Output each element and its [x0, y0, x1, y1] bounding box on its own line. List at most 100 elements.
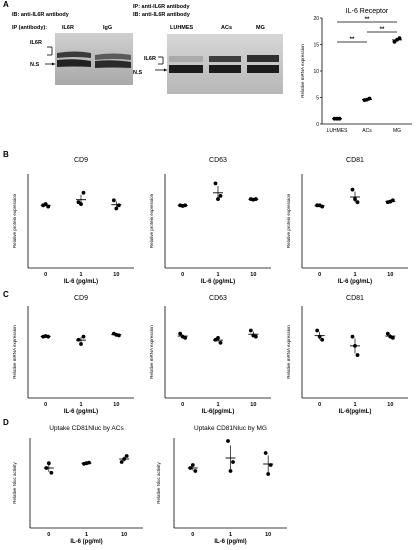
- data-point: [114, 332, 119, 337]
- x-axis-label: IL-6 (pg/mL): [64, 279, 98, 285]
- y-tick-label: 5: [316, 96, 319, 102]
- x-tick-label: 1: [229, 532, 232, 538]
- x-axis-label: IL-6 (pg/mL): [338, 279, 372, 285]
- x-tick-label: 0: [44, 402, 47, 408]
- y-tick-label: 0: [316, 122, 319, 128]
- blot1-ip-label: IP (antibody):: [12, 25, 48, 31]
- data-point: [46, 461, 51, 466]
- panel-letter-c: C: [3, 290, 9, 299]
- significance-label: **: [380, 27, 385, 33]
- data-point: [388, 199, 393, 204]
- data-point: [350, 187, 355, 192]
- x-axis-label: IL-6 (pg/mL): [201, 279, 235, 285]
- data-point: [266, 472, 271, 476]
- y-axis-label: Relative Nluc activity: [156, 461, 161, 503]
- y-axis-label: Relative mRNA expression: [286, 325, 291, 379]
- data-point: [193, 469, 198, 473]
- y-axis-label: Relative protein expression: [12, 193, 17, 248]
- blot2-lane-acs: ACs: [221, 25, 233, 31]
- blot1-lane-il6r: IL6R: [62, 25, 74, 31]
- data-point: [226, 439, 230, 443]
- data-point: [392, 39, 397, 44]
- x-axis-label: IL-6 (pg/mL): [64, 409, 98, 415]
- y-axis-label: Relative Nluc activity: [12, 461, 17, 503]
- chart-title: CD63: [209, 295, 227, 302]
- chart-b-cd9: CD9 Relative protein expression 0 1 10 IL-6 (…: [12, 157, 134, 285]
- y-tick-label: 15: [313, 43, 319, 49]
- blot1-ib-label: IB: anti-IL6R antibody: [12, 12, 69, 18]
- data-point: [180, 334, 185, 339]
- x-tick-label: 10: [387, 402, 393, 408]
- data-point: [216, 197, 220, 201]
- data-point: [178, 331, 183, 336]
- data-point: [335, 116, 339, 121]
- data-point: [251, 333, 256, 338]
- data-point: [79, 342, 83, 346]
- data-point: [76, 337, 81, 342]
- data-point: [353, 343, 357, 348]
- data-point: [263, 451, 268, 455]
- data-point: [114, 206, 119, 211]
- data-point: [190, 463, 195, 467]
- x-tick-label: 0: [44, 272, 47, 278]
- x-tick-label: 10: [113, 402, 119, 408]
- data-point: [180, 204, 185, 208]
- x-tick-label: 1: [353, 402, 356, 408]
- x-axis-label: IL-6(pg/mL): [202, 409, 235, 415]
- blot2-band-il6r: IL6R: [144, 56, 156, 62]
- x-tick-label: 0: [318, 272, 321, 278]
- x-tick-label: 10: [250, 402, 256, 408]
- chart-b-cd63: CD63 Relative protein expression 0 1 10 IL-6 …: [149, 157, 271, 285]
- chart-title: CD9: [74, 295, 88, 302]
- data-point: [43, 334, 48, 338]
- chart-il6-receptor: IL-6 Receptor 0 5 10 15 20 Relative mRNA expre…: [300, 8, 412, 134]
- blot1-band-il6r: IL6R: [30, 40, 42, 46]
- data-point: [124, 454, 129, 458]
- y-axis-label: Relative mRNA expression: [12, 325, 17, 379]
- data-point: [317, 334, 322, 339]
- chart-title: IL-6 Receptor: [346, 8, 389, 15]
- chart-title: Uptake CD81Nluc by ACs: [49, 425, 124, 432]
- chart-c-cd81: CD81 Relative mRNA expression 0 1 10 IL-6(pg/…: [286, 295, 408, 415]
- data-point: [385, 331, 390, 336]
- chart-title: CD81: [346, 295, 364, 302]
- data-point: [49, 470, 54, 475]
- x-tick-label: 10: [113, 272, 119, 278]
- chart-title: CD63: [209, 157, 227, 164]
- data-point: [251, 197, 256, 202]
- data-point: [81, 334, 86, 339]
- blot1-image: [45, 33, 133, 85]
- blot2-band-ns: N.S: [133, 70, 143, 76]
- data-point: [228, 469, 233, 473]
- x-tick-label: 0: [181, 402, 184, 408]
- data-point: [44, 466, 49, 470]
- significance-label: **: [350, 37, 355, 43]
- data-point: [218, 340, 223, 345]
- x-tick-label: 10: [387, 272, 393, 278]
- x-tick-label: 1: [216, 402, 219, 408]
- x-tick-label: 10: [265, 532, 271, 538]
- x-axis-label: IL-6 (pg/ml): [70, 539, 102, 545]
- y-tick-label: 10: [313, 69, 319, 75]
- x-tick-label: 1: [353, 272, 356, 278]
- data-point: [81, 190, 86, 195]
- chart-title: CD9: [74, 157, 88, 164]
- blot2-ib-label: IB: anti-IL6R antibody: [133, 12, 190, 18]
- y-tick-label: 20: [313, 16, 319, 22]
- data-point: [317, 203, 322, 208]
- panel-letter-d: D: [3, 418, 9, 427]
- chart-d-acs: Uptake CD81Nluc by ACs Relative Nluc acti…: [12, 425, 143, 545]
- blot2-lane-luhmes: LUHMES: [170, 25, 194, 31]
- data-point: [355, 353, 360, 357]
- blot1-band-ns: N.S: [30, 62, 40, 68]
- data-point: [218, 194, 223, 198]
- data-point: [315, 328, 320, 333]
- x-tick-label: 0: [47, 532, 50, 538]
- chart-c-cd9: CD9 Relative mRNA expression 0 1 10 IL-6 (pg/…: [12, 295, 134, 415]
- y-axis-label: Relative mRNA expression: [300, 44, 305, 98]
- x-tick-label: MG: [393, 128, 401, 134]
- data-point: [395, 37, 399, 42]
- data-point: [350, 334, 355, 339]
- chart-b-cd81: CD81 Relative protein expression 0 1 10 IL-6 …: [286, 157, 408, 285]
- blot2-ip-label: IP: anti-IL6R antibody: [133, 4, 190, 10]
